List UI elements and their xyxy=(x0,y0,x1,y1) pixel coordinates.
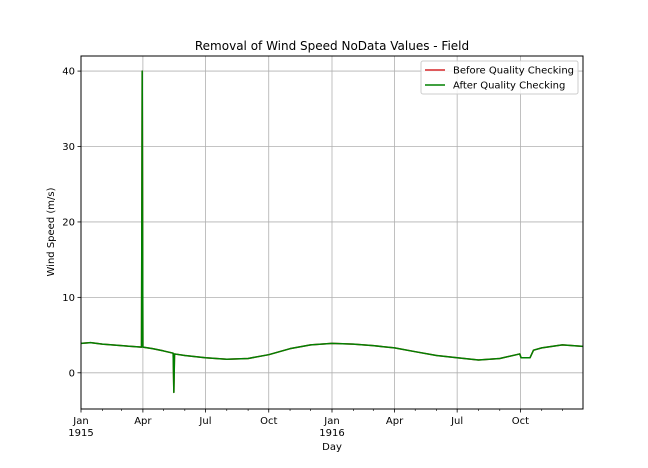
x-tick-label: Jan xyxy=(323,416,339,427)
x-tick-label: Oct xyxy=(260,416,277,427)
x-tick-label: Jan xyxy=(72,416,88,427)
y-tick-label: 10 xyxy=(62,293,75,304)
x-tick-label: Apr xyxy=(134,416,152,427)
legend-label-after: After Quality Checking xyxy=(453,81,565,92)
x-tick-label: Oct xyxy=(512,416,529,427)
chart-title: Removal of Wind Speed NoData Values - Fi… xyxy=(195,39,469,53)
y-tick-label: 30 xyxy=(62,142,75,153)
x-tick-year-label: 1915 xyxy=(68,428,93,439)
legend: Before Quality Checking After Quality Ch… xyxy=(420,60,579,95)
x-axis-label: Day xyxy=(322,442,342,453)
y-tick-label: 0 xyxy=(69,368,75,379)
legend-box xyxy=(420,60,579,95)
x-tick-label: Jul xyxy=(198,416,211,427)
y-tick-label: 40 xyxy=(62,67,75,78)
series-layer xyxy=(80,70,584,394)
x-tick-label: Jul xyxy=(450,416,463,427)
y-axis: 0 10 20 30 40 xyxy=(62,67,81,379)
x-tick-label: Apr xyxy=(386,416,404,427)
legend-label-before: Before Quality Checking xyxy=(453,66,574,77)
y-tick-label: 20 xyxy=(62,217,75,228)
series-line-after xyxy=(80,70,584,394)
grid xyxy=(80,56,583,409)
y-axis-label: Wind Speed (m/s) xyxy=(46,187,57,276)
x-tick-year-label: 1916 xyxy=(319,428,344,439)
